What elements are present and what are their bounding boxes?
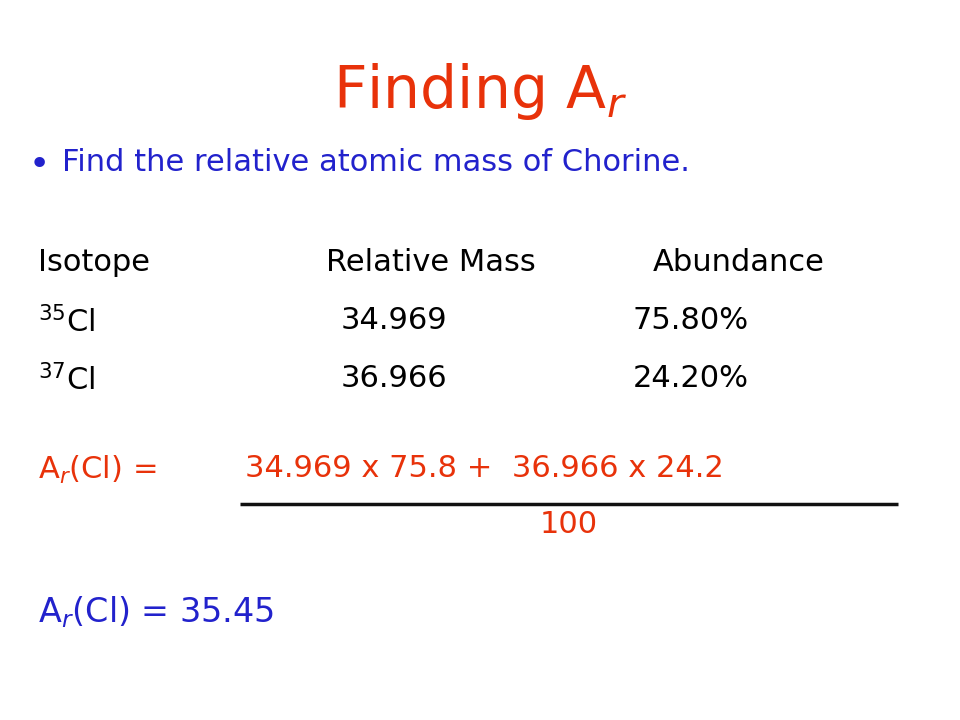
Text: $^{37}$Cl: $^{37}$Cl [38,364,96,396]
Text: 100: 100 [540,510,598,539]
Text: Find the relative atomic mass of Chorine.: Find the relative atomic mass of Chorine… [62,148,690,176]
Text: Finding A$_r$: Finding A$_r$ [333,61,627,122]
Text: 24.20%: 24.20% [633,364,749,392]
Text: Relative Mass: Relative Mass [326,248,536,277]
Text: •: • [29,148,50,181]
Text: A$_r$(Cl) = 35.45: A$_r$(Cl) = 35.45 [38,594,275,630]
Text: Isotope: Isotope [38,248,151,277]
Text: 34.969: 34.969 [340,306,447,335]
Text: A$_r$(Cl) =: A$_r$(Cl) = [38,454,160,486]
Text: 36.966: 36.966 [340,364,447,392]
Text: Abundance: Abundance [653,248,825,277]
Text: 34.969 x 75.8 +  36.966 x 24.2: 34.969 x 75.8 + 36.966 x 24.2 [245,454,724,482]
Text: 75.80%: 75.80% [633,306,749,335]
Text: $^{35}$Cl: $^{35}$Cl [38,306,96,338]
